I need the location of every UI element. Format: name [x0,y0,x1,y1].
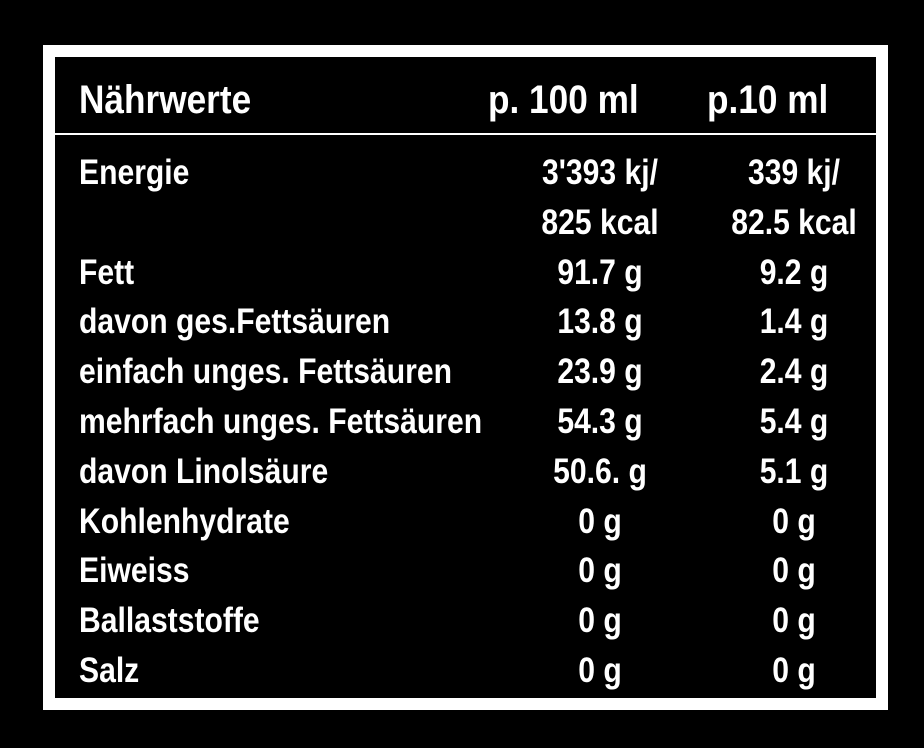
row-label: Energie [79,153,190,192]
value-per-100ml: 825 kcal [541,202,659,242]
value-per-10ml: 0 g [772,501,816,541]
value-per-10ml: 0 g [772,551,816,591]
value-per-10ml: 5.1 g [759,451,829,491]
value-per-100ml: 54.3 g [557,402,643,441]
value-per-100ml: 91.7 g [557,252,643,292]
column-header-per-100ml: p. 100 ml [488,78,639,122]
value-per-10ml: 2.4 g [759,352,829,392]
value-per-10ml: 0 g [772,651,816,690]
row-label: davon Linolsäure [79,451,329,491]
value-per-10ml: 0 g [772,601,816,641]
row-label: einfach unges. Fettsäuren [79,352,452,392]
value-per-100ml: 3'393 kj/ [542,153,658,192]
value-per-10ml: 5.4 g [759,402,829,441]
row-label: Eiweiss [79,551,190,591]
value-per-100ml: 50.6. g [553,451,647,491]
row-label: Fett [79,252,135,292]
column-header-per-10ml: p.10 ml [707,78,829,122]
value-per-10ml: 82.5 kcal [731,202,857,242]
table-title: Nährwerte [79,78,252,122]
row-label: davon ges.Fettsäuren [79,302,391,342]
row-label: mehrfach unges. Fettsäuren [79,402,483,441]
value-per-100ml: 0 g [578,601,622,641]
value-per-100ml: 0 g [578,651,622,690]
header-divider [55,133,876,135]
value-per-100ml: 13.8 g [557,302,643,342]
row-label: Salz [79,651,140,690]
value-per-10ml: 339 kj/ [747,153,841,192]
value-per-100ml: 0 g [578,501,622,541]
row-label: Ballaststoffe [79,601,260,641]
value-per-10ml: 9.2 g [759,252,829,292]
value-per-100ml: 23.9 g [557,352,643,392]
row-label: Kohlenhydrate [79,501,290,541]
label-frame [43,45,888,710]
value-per-100ml: 0 g [578,551,622,591]
value-per-10ml: 1.4 g [759,302,829,342]
